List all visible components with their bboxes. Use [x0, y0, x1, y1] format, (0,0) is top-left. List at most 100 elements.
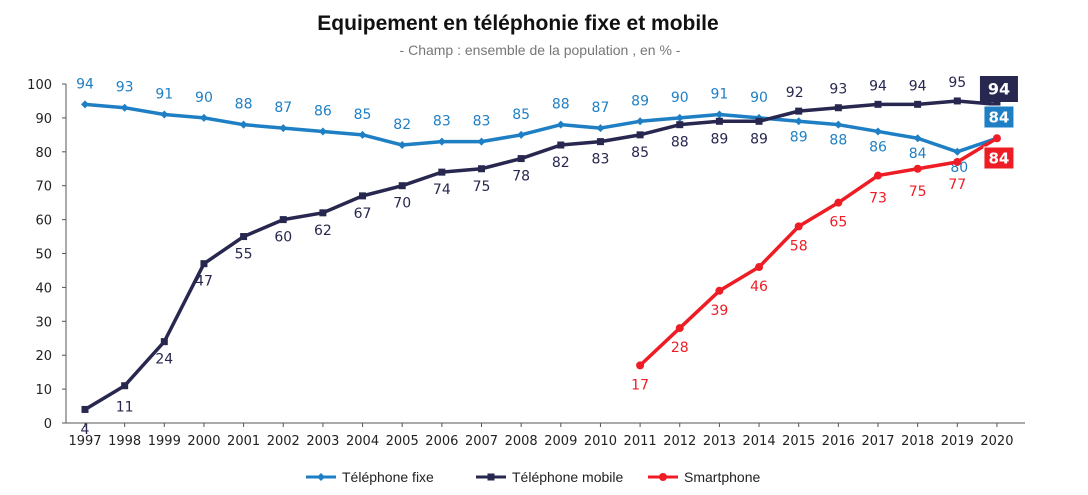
- data-point: [437, 137, 446, 146]
- legend-label: Téléphone mobile: [512, 469, 624, 485]
- data-label: 83: [592, 152, 610, 168]
- data-label: 90: [750, 90, 768, 106]
- y-tick-label: 0: [44, 417, 52, 432]
- data-point: [398, 141, 407, 150]
- data-point: [81, 100, 89, 109]
- data-label: 28: [671, 340, 689, 356]
- data-label: 39: [710, 303, 728, 319]
- data-point: [81, 405, 89, 413]
- data-point: [636, 361, 645, 370]
- data-label: 55: [235, 247, 253, 263]
- data-point: [517, 155, 525, 163]
- data-point: [200, 260, 208, 268]
- data-label: 88: [671, 135, 689, 151]
- data-point: [715, 110, 724, 119]
- y-tick-label: 90: [35, 112, 52, 127]
- data-point: [517, 130, 526, 139]
- data-point: [438, 168, 446, 176]
- data-label: 86: [314, 103, 332, 119]
- data-point: [913, 164, 922, 173]
- y-tick-label: 70: [35, 180, 52, 195]
- x-tick-label: 2002: [267, 434, 300, 449]
- data-point: [636, 131, 644, 139]
- data-label: 11: [116, 400, 134, 416]
- x-tick-label: 2000: [187, 434, 220, 449]
- data-label: 83: [473, 114, 491, 130]
- data-point: [874, 171, 882, 180]
- x-tick-label: 2009: [544, 434, 577, 449]
- data-label: 74: [433, 182, 451, 198]
- data-point: [755, 117, 763, 125]
- series-line-smartphone: [638, 136, 998, 367]
- data-label: 73: [869, 191, 887, 207]
- data-point: [478, 165, 485, 173]
- data-label: 93: [829, 82, 847, 98]
- data-label: 88: [552, 97, 570, 113]
- data-point: [874, 127, 882, 136]
- x-tick-label: 2016: [822, 434, 855, 449]
- data-point: [556, 120, 565, 129]
- series-line-t-l-phone-mobile: [84, 99, 998, 411]
- data-point: [477, 137, 486, 146]
- data-point: [557, 141, 565, 149]
- data-point: [160, 110, 169, 119]
- y-tick-label: 20: [35, 349, 52, 364]
- data-point: [715, 286, 724, 295]
- data-label: 88: [829, 133, 847, 149]
- data-point: [795, 107, 803, 115]
- data-label: 46: [750, 279, 768, 295]
- data-label: 89: [710, 131, 728, 147]
- data-label: 82: [393, 117, 411, 133]
- data-label: 70: [393, 196, 411, 212]
- x-tick-label: 2017: [861, 434, 894, 449]
- y-tick-label: 60: [35, 214, 52, 229]
- data-point: [279, 124, 288, 133]
- x-tick-label: 2007: [465, 434, 498, 449]
- data-label: 17: [631, 377, 649, 393]
- x-tick-label: 2015: [782, 434, 815, 449]
- data-point: [160, 338, 168, 346]
- data-label: 77: [948, 177, 966, 193]
- data-point: [199, 113, 208, 122]
- data-point: [120, 103, 129, 112]
- data-point: [121, 382, 129, 390]
- data-label: 62: [314, 223, 332, 239]
- data-label: 89: [631, 93, 649, 109]
- legend-swatch-marker: [317, 473, 325, 481]
- end-value-label: 84: [989, 150, 1010, 168]
- x-tick-label: 2012: [663, 434, 696, 449]
- x-tick-label: 1997: [68, 434, 101, 449]
- data-label: 85: [512, 107, 530, 123]
- end-value-badge: [983, 105, 1015, 129]
- data-point: [279, 216, 287, 224]
- data-point: [992, 134, 1001, 143]
- data-label: 91: [155, 87, 173, 103]
- data-label: 60: [274, 230, 292, 246]
- data-point: [794, 222, 803, 231]
- data-point: [953, 157, 962, 166]
- data-point: [676, 121, 684, 129]
- data-label: 4: [81, 422, 90, 438]
- data-label: 89: [750, 131, 768, 147]
- end-value-badge: [979, 76, 1018, 102]
- data-label: 90: [195, 90, 213, 106]
- data-point: [834, 120, 843, 129]
- data-label: 94: [76, 76, 94, 92]
- data-point: [675, 324, 684, 333]
- data-point: [755, 263, 764, 272]
- data-point: [953, 147, 962, 156]
- data-point: [953, 97, 961, 105]
- data-point: [794, 117, 803, 126]
- data-label: 94: [869, 78, 887, 94]
- data-label: 87: [592, 100, 610, 116]
- legend-label: Smartphone: [684, 469, 760, 485]
- data-point: [675, 113, 684, 122]
- data-label: 92: [786, 85, 804, 101]
- end-value-badge: [983, 146, 1015, 170]
- data-point: [318, 127, 327, 136]
- data-point: [834, 104, 842, 112]
- data-point: [993, 100, 1001, 108]
- x-tick-label: 1999: [148, 434, 181, 449]
- chart-title: Equipement en téléphonie fixe et mobile: [317, 12, 719, 35]
